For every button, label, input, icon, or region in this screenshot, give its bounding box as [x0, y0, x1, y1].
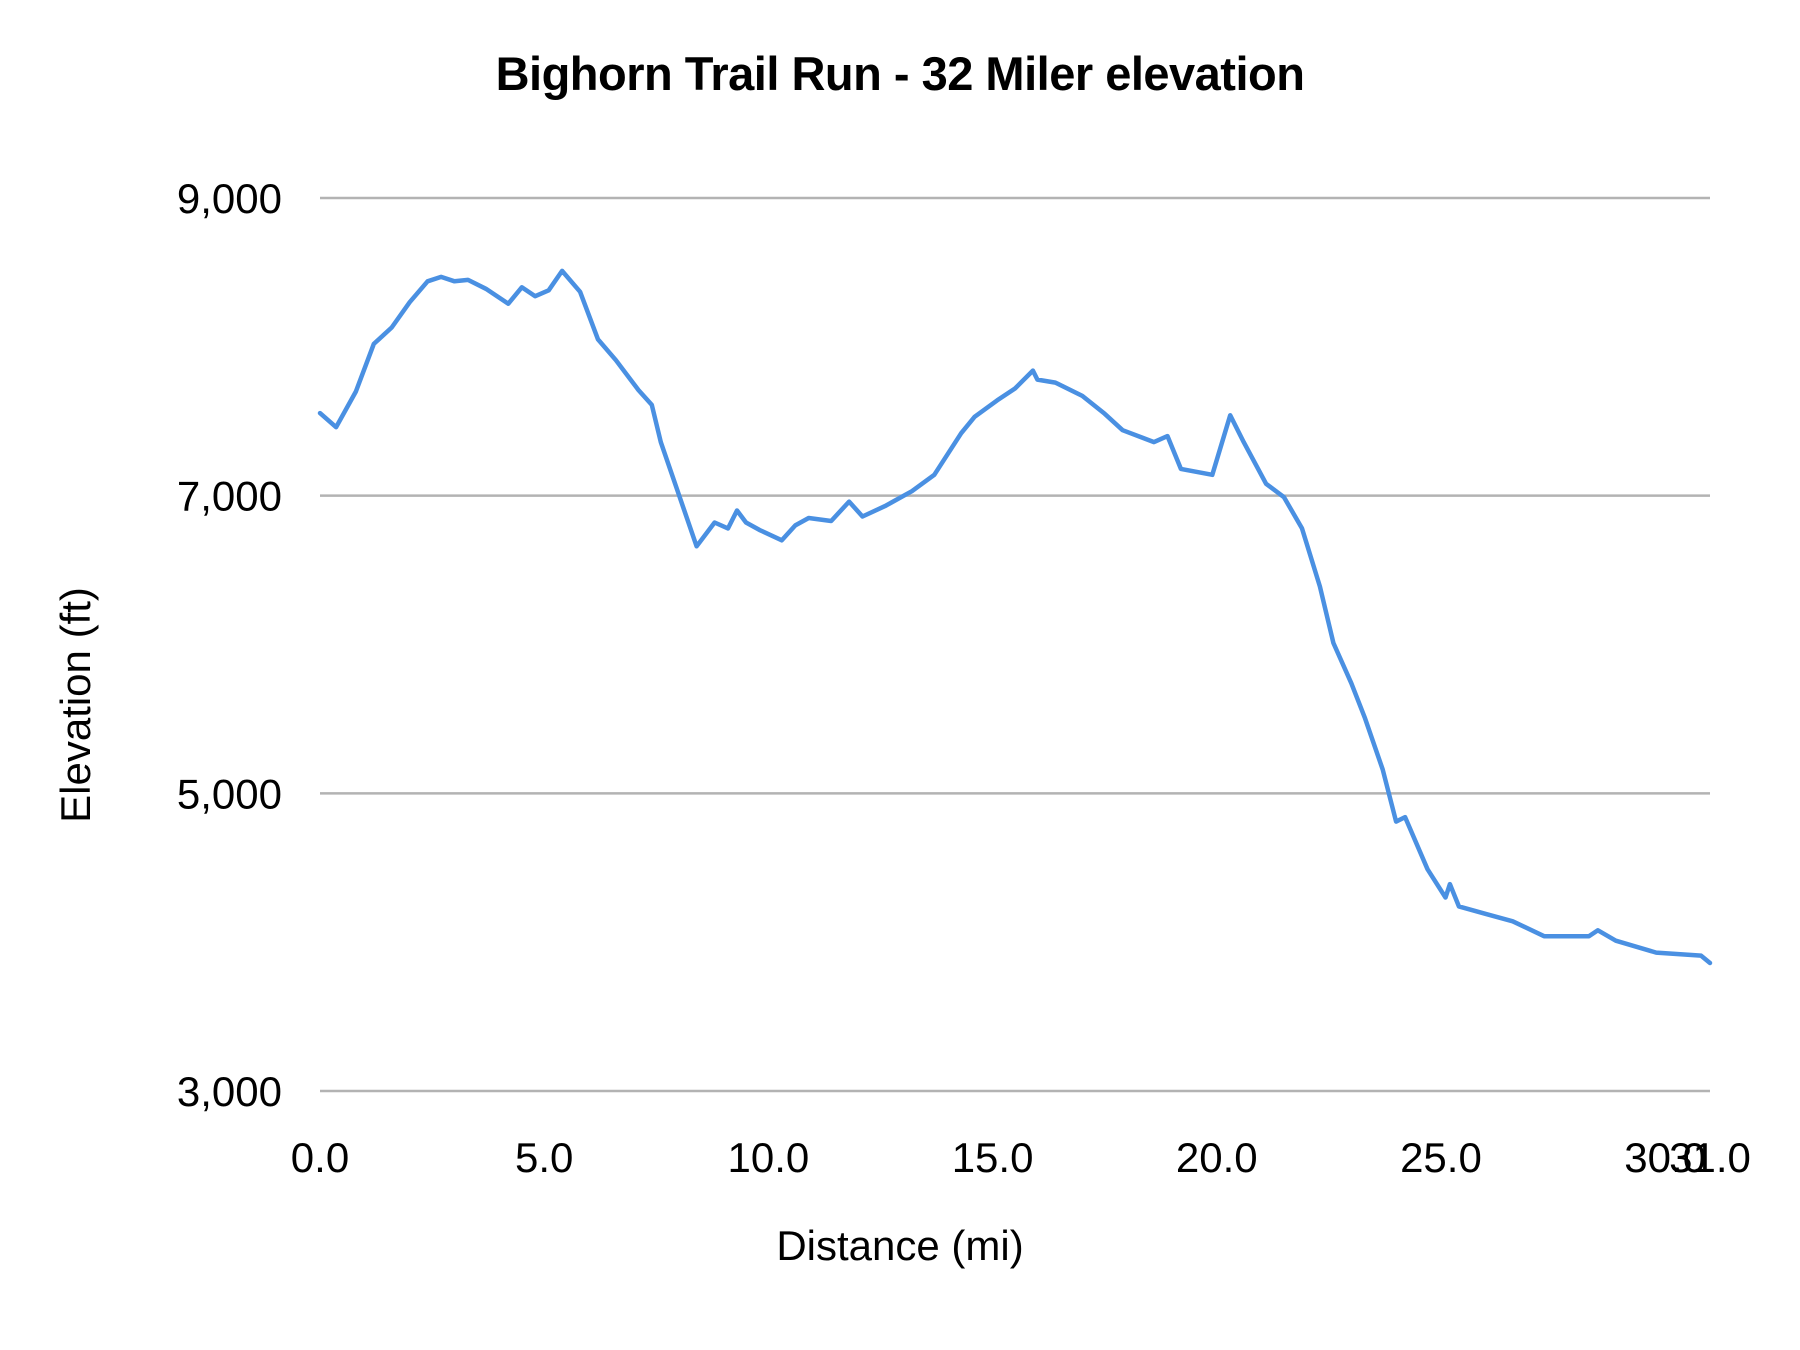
x-tick-label: 0.0	[291, 1134, 349, 1181]
chart-title: Bighorn Trail Run - 32 Miler elevation	[495, 47, 1305, 100]
x-tick-label: 31.0	[1669, 1134, 1751, 1181]
gridlines	[320, 196, 1710, 1093]
x-tick-label: 25.0	[1400, 1134, 1482, 1181]
x-tick-label: 30.0	[1624, 1134, 1706, 1181]
x-axis-label: Distance (mi)	[776, 1222, 1024, 1269]
y-axis-ticks: 3,000 5,000 7,000 9,000	[177, 175, 282, 1115]
y-tick-label: 9,000	[177, 175, 282, 222]
x-tick-label: 20.0	[1176, 1134, 1258, 1181]
x-tick-label: 15.0	[952, 1134, 1034, 1181]
x-axis-ticks: 0.0 5.0 10.0 15.0 20.0 25.0 30.031.0	[291, 1134, 1751, 1181]
y-tick-label: 7,000	[177, 473, 282, 520]
y-tick-label: 5,000	[177, 770, 282, 817]
x-tick-label: 5.0	[515, 1134, 573, 1181]
elevation-line	[317, 268, 1713, 966]
y-tick-label: 3,000	[177, 1068, 282, 1115]
x-tick-label: 10.0	[728, 1134, 810, 1181]
